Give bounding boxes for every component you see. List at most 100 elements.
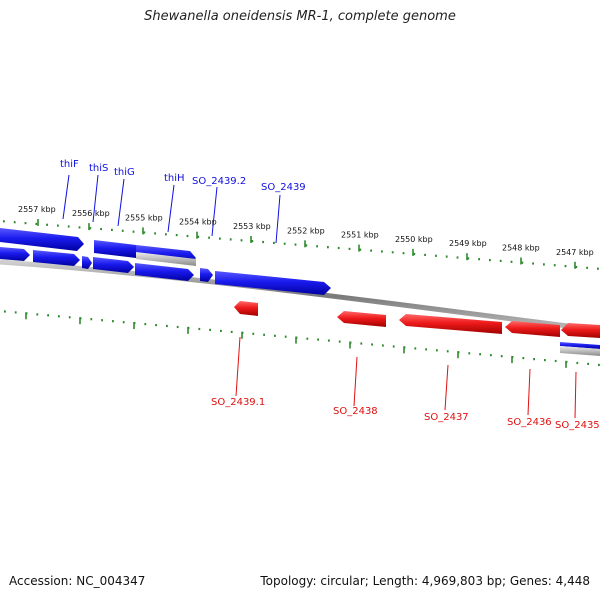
minor-tick <box>4 310 6 313</box>
gene-thiH-lower[interactable] <box>93 257 134 273</box>
minor-tick <box>543 263 545 266</box>
gene-thiS[interactable] <box>94 240 136 258</box>
minor-tick <box>414 347 417 350</box>
minor-tick <box>294 243 297 246</box>
minor-tick <box>338 340 341 343</box>
minor-tick <box>209 328 211 331</box>
gene-thiS-lower[interactable] <box>33 250 80 266</box>
gene-SO_2438[interactable] <box>337 311 386 327</box>
label-thiG[interactable]: thiG <box>114 167 135 178</box>
minor-tick <box>122 321 125 324</box>
label-thiH[interactable]: thiH <box>164 173 185 184</box>
label-SO_2439.2[interactable]: SO_2439.2 <box>192 176 246 187</box>
tick-label: 2549 kbp <box>449 239 487 248</box>
gene-SO_2435-forward-overlap[interactable] <box>560 342 600 349</box>
minor-tick <box>13 221 16 224</box>
tick-label: 2547 kbp <box>556 248 594 257</box>
minor-tick <box>499 259 502 262</box>
forward-strand-features <box>0 228 331 295</box>
minor-tick <box>317 338 319 341</box>
reverse-label-layer: SO_2439.1 SO_2438 SO_2437 SO_2436 SO_243… <box>211 336 600 431</box>
gene-thiF-lower[interactable] <box>0 247 30 261</box>
minor-tick <box>90 318 93 321</box>
gene-thiF[interactable] <box>0 228 84 251</box>
upper-tick-track: 2557 kbp 2556 kbp 2555 kbp 2554 kbp 2553 kbp… <box>3 205 599 270</box>
minor-tick <box>597 267 599 270</box>
minor-tick <box>370 249 372 252</box>
minor-tick <box>381 250 383 253</box>
minor-tick <box>435 254 437 257</box>
forward-label-layer: thiF thiS thiG thiH SO_2439.2 SO_2439 <box>60 159 306 244</box>
gene-SO_2436[interactable] <box>505 321 560 337</box>
minor-tick <box>78 226 81 229</box>
minor-tick <box>522 357 525 360</box>
minor-tick <box>284 335 287 338</box>
minor-tick <box>283 242 286 245</box>
label-SO_2435[interactable]: SO_2435 <box>555 420 600 431</box>
minor-tick <box>478 258 480 261</box>
minor-tick <box>348 247 351 250</box>
minor-tick <box>500 355 503 358</box>
tick-label: 2553 kbp <box>233 222 271 231</box>
minor-tick <box>47 314 49 317</box>
minor-tick <box>166 324 168 328</box>
minor-tick <box>468 352 471 355</box>
minor-tick <box>598 363 600 366</box>
minor-tick <box>392 345 395 348</box>
minor-tick <box>337 246 340 250</box>
minor-tick <box>425 348 427 351</box>
label-SO_2439[interactable]: SO_2439 <box>261 182 306 193</box>
minor-tick <box>510 260 513 263</box>
minor-tick <box>382 344 384 347</box>
minor-tick <box>544 359 546 362</box>
label-SO_2438[interactable]: SO_2438 <box>333 406 378 417</box>
gene-SO_2437[interactable] <box>399 314 502 334</box>
tick-label: 2555 kbp <box>125 213 163 222</box>
gene-SO_2435[interactable] <box>561 323 600 338</box>
gene-thiH-overlap[interactable] <box>136 252 196 266</box>
tick-label: 2548 kbp <box>502 244 540 253</box>
minor-tick <box>532 262 534 265</box>
label-thiF[interactable]: thiF <box>60 159 79 170</box>
minor-tick <box>587 362 589 365</box>
minor-tick <box>316 245 318 248</box>
minor-tick <box>328 339 330 342</box>
minor-tick <box>402 252 405 255</box>
minor-tick <box>229 238 232 241</box>
label-SO_2437[interactable]: SO_2437 <box>424 412 469 423</box>
minor-tick <box>46 223 48 226</box>
minor-tick <box>360 342 363 345</box>
minor-tick <box>424 253 426 256</box>
minor-tick <box>175 234 178 237</box>
minor-tick <box>586 266 588 269</box>
minor-tick <box>121 229 124 232</box>
minor-tick <box>155 324 157 327</box>
label-SO_2436[interactable]: SO_2436 <box>507 417 552 428</box>
minor-tick <box>132 230 135 233</box>
minor-tick <box>263 333 265 336</box>
minor-tick <box>327 246 329 249</box>
gene-thiG-lower[interactable] <box>82 256 92 269</box>
tick-label: 2556 kbp <box>72 209 110 218</box>
minor-tick <box>58 315 60 318</box>
minor-tick <box>576 361 579 365</box>
minor-tick <box>35 222 38 225</box>
gene-SO_2439.2[interactable] <box>135 263 194 281</box>
genome-backbone <box>0 259 600 333</box>
minor-tick <box>3 220 5 223</box>
minor-tick <box>467 257 470 260</box>
gene-SO_2439[interactable] <box>215 271 331 295</box>
label-thiS[interactable]: thiS <box>89 163 108 174</box>
label-SO_2439.1[interactable]: SO_2439.1 <box>211 397 265 408</box>
gene-SO_2435-grey-overlap[interactable] <box>560 346 600 356</box>
minor-tick <box>446 350 449 353</box>
minor-tick <box>143 231 146 234</box>
minor-tick <box>445 255 448 258</box>
minor-tick <box>456 256 459 259</box>
minor-tick <box>165 233 167 236</box>
gene-SO_2439.2-b[interactable] <box>200 268 213 282</box>
minor-tick <box>436 349 438 352</box>
gene-SO_2439.1[interactable] <box>234 301 258 316</box>
